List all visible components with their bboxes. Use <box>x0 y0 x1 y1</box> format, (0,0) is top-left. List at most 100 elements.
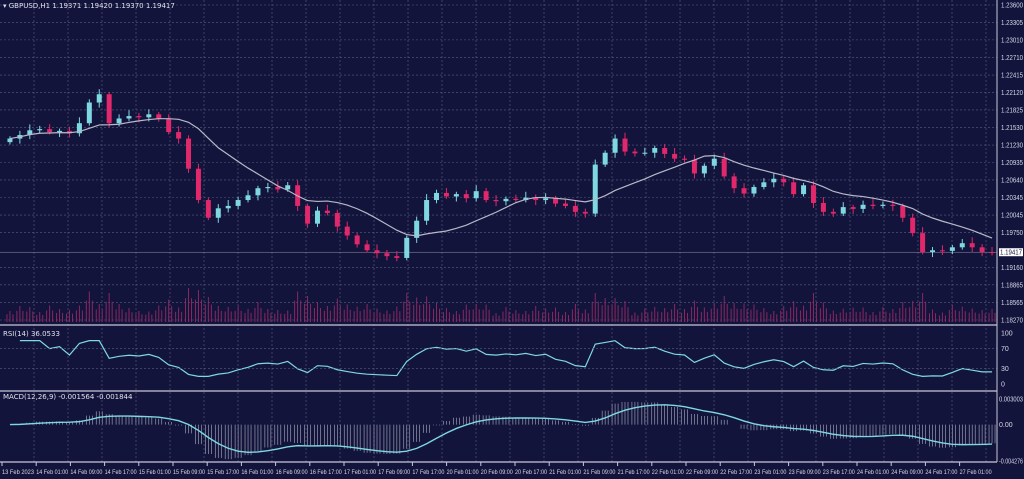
candle-body <box>572 205 578 212</box>
candle-body <box>106 94 112 124</box>
candle-body <box>830 211 836 214</box>
candle-body <box>354 235 360 245</box>
candle-body <box>850 207 856 209</box>
candle-body <box>285 185 291 190</box>
time-tick-label: 14 Feb 01:00 <box>36 469 68 476</box>
candle-body <box>37 129 43 131</box>
rsi-title: RSI(14) 36.0533 <box>3 330 60 338</box>
candle-body <box>473 191 479 199</box>
candle-body <box>7 138 13 143</box>
candle-body <box>989 252 995 254</box>
price-tick-label: 1.18270 <box>1001 318 1023 325</box>
candle-body <box>384 253 390 257</box>
ohlc-label: 1.19371 1.19420 1.19370 1.19417 <box>52 2 175 10</box>
time-tick-label: 16 Feb 17:00 <box>310 469 342 476</box>
candle-body <box>453 194 459 197</box>
candle-body <box>47 129 53 133</box>
candle-body <box>602 152 608 165</box>
price-tick-label: 1.20345 <box>1001 195 1023 202</box>
candle-body <box>939 250 945 252</box>
time-tick-label: 13 Feb 2023 <box>2 469 34 476</box>
price-tick-label: 1.21530 <box>1001 125 1023 132</box>
candle-body <box>701 165 707 174</box>
candle-body <box>791 182 797 195</box>
time-tick-label: 22 Feb 01:00 <box>652 469 684 476</box>
candles <box>7 89 995 262</box>
time-tick-label: 20 Feb 09:00 <box>481 469 513 476</box>
candle-body <box>265 187 271 189</box>
candle-body <box>86 102 92 124</box>
candle-body <box>305 205 311 224</box>
price-tick-label: 1.23305 <box>1001 20 1023 27</box>
candle-body <box>176 132 182 139</box>
candle-body <box>691 159 697 174</box>
candle-body <box>959 243 965 248</box>
candle-body <box>672 153 678 159</box>
time-tick-label: 24 Feb 09:00 <box>891 469 923 476</box>
price-tick-label: 1.22710 <box>1001 55 1023 62</box>
candle-body <box>533 197 539 201</box>
candle-body <box>751 187 757 194</box>
candle-body <box>642 152 648 154</box>
candle-body <box>711 158 717 166</box>
candle-body <box>275 187 281 190</box>
candle-body <box>890 204 896 206</box>
candle-body <box>969 243 975 248</box>
candle-body <box>76 123 82 134</box>
time-tick-label: 20 Feb 17:00 <box>515 469 547 476</box>
macd-title: MACD(12,26,9) -0.001564 -0.001844 <box>3 393 133 401</box>
time-tick-label: 17 Feb 17:00 <box>412 469 444 476</box>
time-tick-label: 23 Feb 09:00 <box>789 469 821 476</box>
dropdown-icon[interactable]: ▾ <box>3 2 7 10</box>
time-tick-label: 27 Feb 01:00 <box>960 469 992 476</box>
candle-body <box>434 192 440 201</box>
candle-body <box>27 130 33 136</box>
price-tick-label: 1.22415 <box>1001 73 1023 80</box>
candle-body <box>880 204 886 206</box>
candle-body <box>900 205 906 218</box>
time-tick-label: 17 Feb 01:00 <box>344 469 376 476</box>
candle-body <box>949 247 955 251</box>
rsi-tick-label: 70 <box>1001 346 1009 353</box>
time-tick-label: 21 Feb 09:00 <box>583 469 615 476</box>
candle-body <box>582 211 588 214</box>
candle-body <box>186 138 192 169</box>
candle-body <box>195 168 201 201</box>
candle-body <box>870 204 876 206</box>
candle-body <box>215 208 221 218</box>
candle-body <box>483 191 489 201</box>
time-tick-label: 17 Feb 09:00 <box>378 469 410 476</box>
rsi-tick-label: 30 <box>1001 366 1009 373</box>
rsi-tick-label: 0 <box>1001 382 1005 389</box>
time-tick-label: 21 Feb 01:00 <box>549 469 581 476</box>
candle-body <box>840 207 846 214</box>
candle-body <box>801 185 807 195</box>
candle-body <box>235 200 241 206</box>
volume-bars <box>6 288 996 322</box>
price-tick-label: 1.23600 <box>1001 3 1023 10</box>
symbol-label: GBPUSD,H1 <box>8 2 51 10</box>
price-tick-label: 1.21825 <box>1001 107 1023 114</box>
rsi-line <box>19 340 993 377</box>
candle-body <box>245 195 251 201</box>
candle-body <box>96 94 102 103</box>
candle-body <box>57 130 63 133</box>
candle-body <box>404 237 410 258</box>
chart-title: ▾ GBPUSD,H1 1.19371 1.19420 1.19370 1.19… <box>3 2 175 10</box>
macd-pane <box>9 401 996 460</box>
candle-body <box>255 188 261 196</box>
candle-body <box>771 178 777 183</box>
candle-body <box>344 226 350 236</box>
time-tick-label: 23 Feb 17:00 <box>823 469 855 476</box>
candle-body <box>731 176 737 189</box>
pane-frames <box>0 0 998 463</box>
time-tick-label: 15 Feb 17:00 <box>207 469 239 476</box>
moving-average-line <box>9 118 993 239</box>
candle-body <box>721 158 727 177</box>
macd-tick-label: -0.004276 <box>999 459 1023 466</box>
price-tick-label: 1.20935 <box>1001 160 1023 167</box>
time-tick-label: 14 Feb 17:00 <box>105 469 137 476</box>
candle-body <box>414 220 420 238</box>
time-tick-label: 15 Feb 01:00 <box>139 469 171 476</box>
